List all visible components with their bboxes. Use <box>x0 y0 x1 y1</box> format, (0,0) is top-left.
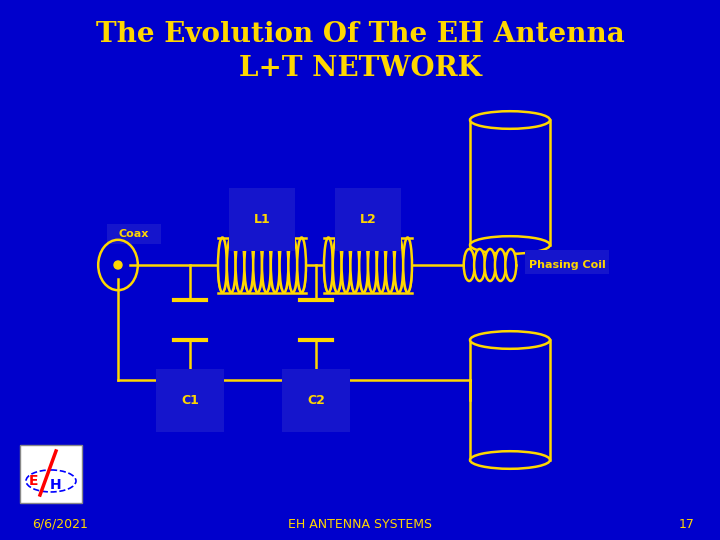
Ellipse shape <box>227 238 235 293</box>
Circle shape <box>114 261 122 269</box>
Ellipse shape <box>244 238 253 293</box>
Ellipse shape <box>341 238 351 293</box>
Ellipse shape <box>368 251 377 292</box>
Ellipse shape <box>262 251 271 292</box>
Ellipse shape <box>271 251 279 292</box>
Text: EH ANTENNA SYSTEMS: EH ANTENNA SYSTEMS <box>288 517 432 530</box>
Ellipse shape <box>333 251 341 292</box>
Text: L+T NETWORK: L+T NETWORK <box>238 55 482 82</box>
FancyBboxPatch shape <box>525 250 609 274</box>
Ellipse shape <box>464 249 474 281</box>
Ellipse shape <box>351 251 359 292</box>
Ellipse shape <box>324 238 333 293</box>
Bar <box>470 120 550 245</box>
Text: 6/6/2021: 6/6/2021 <box>32 517 88 530</box>
Ellipse shape <box>359 238 368 293</box>
Text: E: E <box>30 474 39 488</box>
Ellipse shape <box>386 238 395 293</box>
Ellipse shape <box>289 238 297 293</box>
Ellipse shape <box>279 251 289 292</box>
Ellipse shape <box>474 249 485 281</box>
Text: C1: C1 <box>181 394 199 407</box>
Ellipse shape <box>395 238 403 293</box>
Ellipse shape <box>324 251 333 292</box>
Text: The Evolution Of The EH Antenna: The Evolution Of The EH Antenna <box>96 22 624 49</box>
Ellipse shape <box>289 251 297 292</box>
Ellipse shape <box>495 249 506 281</box>
Ellipse shape <box>271 238 279 293</box>
Ellipse shape <box>485 249 495 281</box>
Ellipse shape <box>359 251 368 292</box>
FancyBboxPatch shape <box>107 224 161 244</box>
Text: H: H <box>50 478 62 492</box>
Ellipse shape <box>253 238 262 293</box>
Text: 17: 17 <box>679 517 695 530</box>
Ellipse shape <box>470 236 550 254</box>
Ellipse shape <box>218 251 227 292</box>
Ellipse shape <box>386 251 395 292</box>
Ellipse shape <box>262 238 271 293</box>
Ellipse shape <box>470 331 550 349</box>
Ellipse shape <box>395 251 403 292</box>
Ellipse shape <box>297 238 306 293</box>
Text: Phasing Coil: Phasing Coil <box>528 260 606 270</box>
Ellipse shape <box>470 111 550 129</box>
Bar <box>20 445 82 503</box>
Ellipse shape <box>377 251 386 292</box>
Text: C2: C2 <box>307 394 325 407</box>
Ellipse shape <box>403 238 412 293</box>
Ellipse shape <box>218 238 227 293</box>
Ellipse shape <box>235 238 244 293</box>
Ellipse shape <box>227 251 235 292</box>
Ellipse shape <box>368 238 377 293</box>
Text: Coax: Coax <box>119 229 149 239</box>
Ellipse shape <box>377 238 386 293</box>
Ellipse shape <box>333 238 341 293</box>
Ellipse shape <box>341 251 351 292</box>
Text: L2: L2 <box>359 213 377 226</box>
Ellipse shape <box>253 251 262 292</box>
Ellipse shape <box>235 251 244 292</box>
Ellipse shape <box>279 238 289 293</box>
Ellipse shape <box>244 251 253 292</box>
Ellipse shape <box>403 251 412 292</box>
Text: L1: L1 <box>253 213 271 226</box>
Ellipse shape <box>505 249 516 281</box>
Bar <box>470 340 550 460</box>
Ellipse shape <box>297 251 306 292</box>
Ellipse shape <box>351 238 359 293</box>
Ellipse shape <box>470 451 550 469</box>
